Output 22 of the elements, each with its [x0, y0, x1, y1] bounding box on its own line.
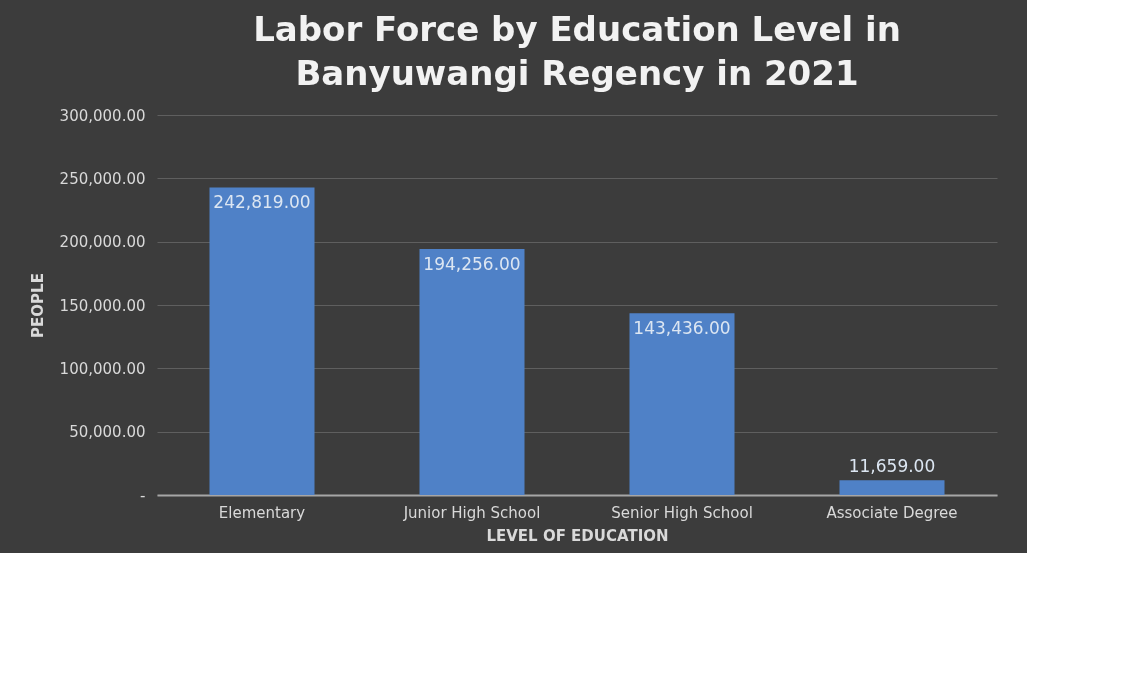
y-tick-label: -	[140, 486, 146, 505]
x-tick-label: Elementary	[218, 503, 306, 522]
y-axis-title: PEOPLE	[28, 273, 47, 338]
y-tick-label: 200,000.00	[59, 233, 146, 252]
bar	[209, 187, 315, 495]
data-label: 242,819.00	[213, 192, 311, 213]
bar	[629, 313, 735, 495]
y-tick-label: 100,000.00	[59, 359, 146, 378]
y-tick-label: 50,000.00	[69, 423, 146, 442]
data-label: 143,436.00	[633, 318, 731, 339]
x-axis-title: LEVEL OF EDUCATION	[486, 526, 669, 545]
data-label: 11,659.00	[848, 456, 936, 477]
x-tick-label: Junior High School	[402, 503, 541, 522]
chart-title: Labor Force by Education Level in Banyuwangi Regency in 2021	[253, 9, 901, 93]
y-tick-label: 150,000.00	[59, 296, 146, 315]
bar	[839, 480, 945, 495]
bar	[419, 248, 525, 495]
x-tick-label: Associate Degree	[826, 503, 958, 522]
data-label: 194,256.00	[423, 253, 521, 274]
y-tick-label: 250,000.00	[59, 169, 146, 188]
x-tick-label: Senior High School	[611, 503, 753, 522]
y-tick-label: 300,000.00	[59, 106, 146, 125]
